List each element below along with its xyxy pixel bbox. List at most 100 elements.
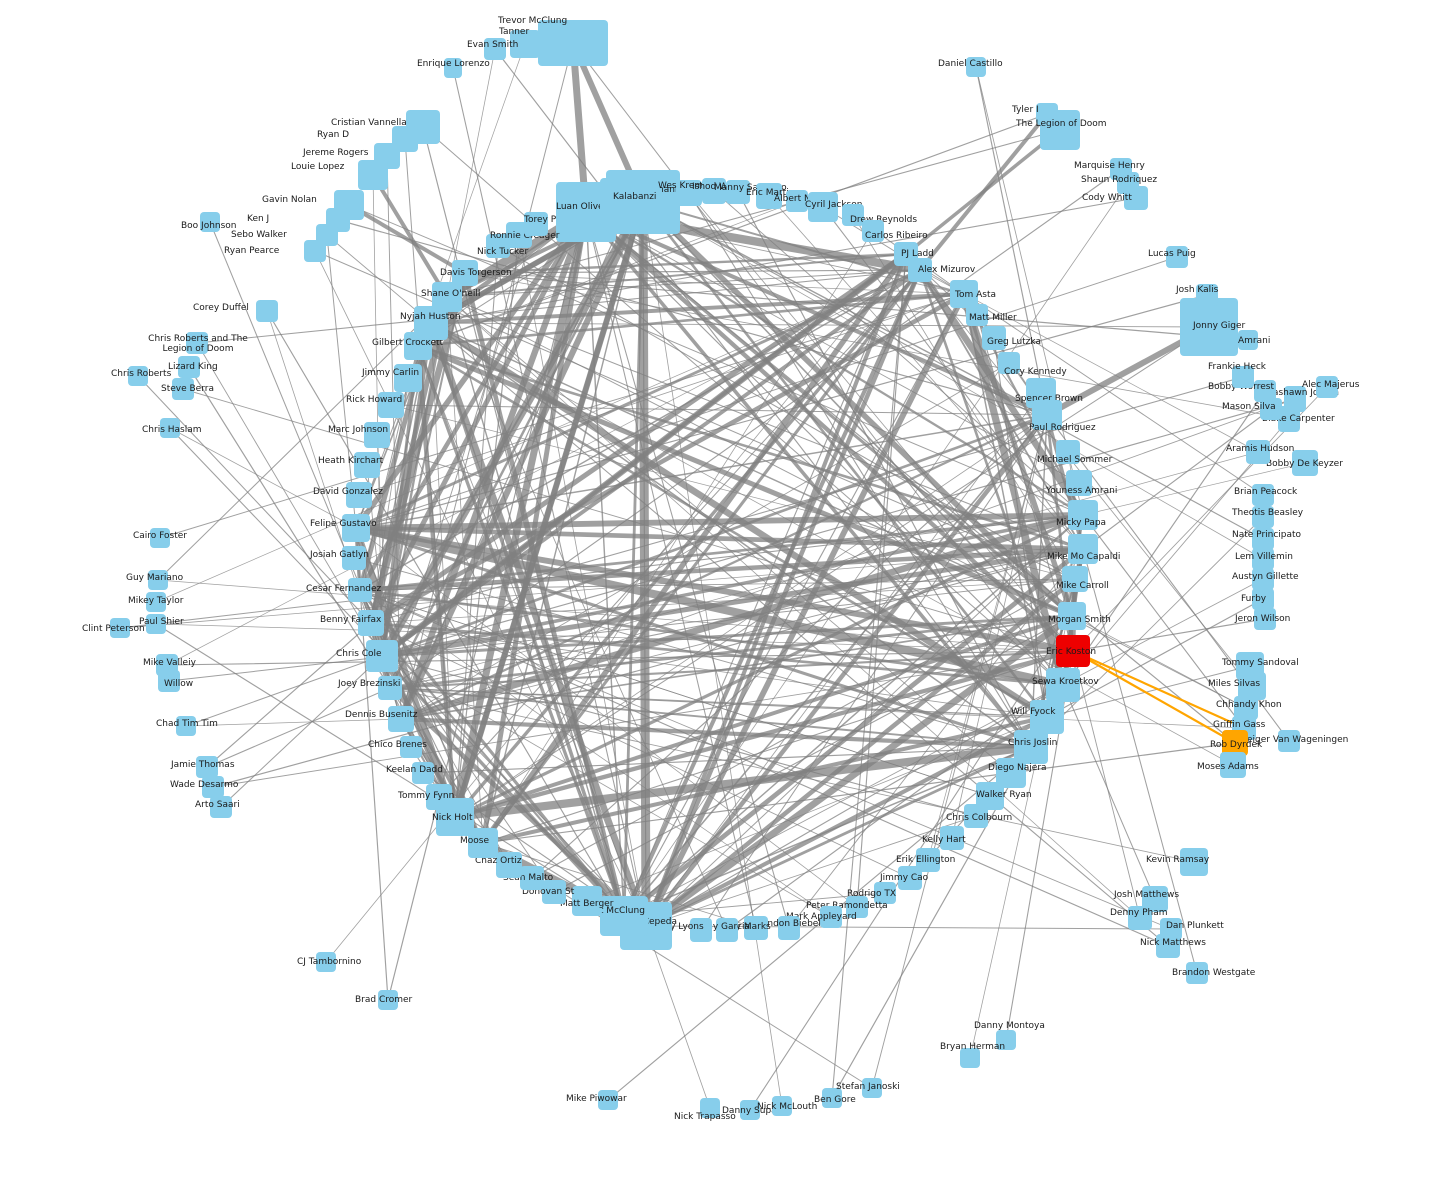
graph-node[interactable] (1058, 602, 1086, 630)
graph-node[interactable] (1220, 752, 1246, 778)
graph-node[interactable] (304, 240, 326, 262)
graph-node[interactable] (744, 916, 768, 940)
graph-node[interactable] (538, 20, 608, 66)
graph-node[interactable] (1254, 608, 1276, 630)
graph-node[interactable] (1196, 284, 1218, 306)
graph-node[interactable] (348, 578, 372, 602)
graph-node[interactable] (1252, 506, 1274, 528)
graph-node[interactable] (908, 258, 932, 282)
graph-node[interactable] (716, 918, 738, 942)
graph-node[interactable] (690, 918, 712, 942)
graph-node[interactable] (342, 514, 370, 542)
graph-node[interactable] (412, 762, 434, 784)
graph-node[interactable] (520, 866, 544, 890)
graph-node[interactable] (1068, 500, 1098, 530)
graph-node[interactable] (1156, 934, 1180, 958)
graph-node[interactable] (1252, 548, 1274, 570)
graph-node[interactable] (1232, 366, 1254, 388)
graph-node[interactable] (598, 1090, 618, 1110)
graph-node[interactable] (510, 30, 540, 58)
graph-node[interactable] (358, 160, 388, 190)
graph-node[interactable] (726, 180, 750, 204)
graph-node[interactable] (998, 352, 1020, 374)
graph-node[interactable] (1246, 440, 1270, 464)
graph-node[interactable] (1316, 376, 1338, 398)
graph-node[interactable] (898, 866, 922, 890)
graph-node[interactable] (146, 592, 166, 612)
graph-node[interactable] (354, 452, 380, 478)
graph-node[interactable] (426, 784, 452, 810)
graph-node[interactable] (346, 482, 372, 508)
graph-node[interactable] (1180, 848, 1208, 876)
graph-node[interactable] (1056, 635, 1090, 667)
graph-node[interactable] (1040, 110, 1080, 150)
graph-node[interactable] (484, 38, 506, 60)
graph-node[interactable] (960, 1048, 980, 1068)
graph-node[interactable] (862, 220, 884, 242)
graph-node[interactable] (128, 366, 148, 386)
graph-node[interactable] (186, 332, 208, 354)
graph-node[interactable] (358, 610, 384, 636)
graph-node[interactable] (160, 418, 180, 438)
graph-node[interactable] (1278, 406, 1300, 432)
graph-node[interactable] (964, 804, 988, 828)
graph-node[interactable] (394, 364, 422, 392)
graph-node[interactable] (808, 192, 838, 222)
graph-node[interactable] (996, 1030, 1016, 1050)
graph-node[interactable] (862, 1078, 882, 1098)
graph-node[interactable] (1252, 588, 1274, 610)
graph-node[interactable] (842, 204, 864, 226)
graph-node[interactable] (1238, 672, 1266, 700)
graph-node[interactable] (1124, 186, 1148, 210)
graph-node[interactable] (178, 356, 200, 378)
graph-node[interactable] (1128, 906, 1152, 930)
graph-node[interactable] (600, 178, 660, 228)
graph-node[interactable] (364, 422, 390, 448)
graph-node[interactable] (966, 57, 986, 77)
graph-node[interactable] (822, 1088, 842, 1108)
graph-node[interactable] (700, 1098, 720, 1118)
graph-node[interactable] (1046, 668, 1080, 702)
graph-node[interactable] (1186, 962, 1208, 984)
graph-node[interactable] (572, 886, 602, 916)
graph-node[interactable] (1180, 298, 1238, 356)
graph-node[interactable] (1238, 330, 1258, 350)
graph-node[interactable] (740, 1100, 760, 1120)
graph-node[interactable] (172, 378, 194, 400)
graph-node[interactable] (542, 880, 566, 904)
graph-node[interactable] (702, 178, 726, 204)
graph-node[interactable] (1166, 246, 1188, 268)
graph-node[interactable] (1292, 450, 1318, 476)
graph-node[interactable] (1278, 730, 1300, 752)
graph-node[interactable] (378, 990, 398, 1010)
graph-node[interactable] (966, 304, 988, 326)
graph-node[interactable] (1252, 568, 1274, 590)
graph-node[interactable] (940, 826, 964, 850)
graph-node[interactable] (452, 260, 478, 286)
graph-node[interactable] (316, 952, 336, 972)
graph-node[interactable] (756, 183, 782, 209)
graph-node[interactable] (1252, 484, 1274, 506)
graph-node[interactable] (600, 896, 648, 936)
graph-node[interactable] (148, 570, 168, 590)
graph-node[interactable] (1056, 440, 1080, 464)
graph-node[interactable] (1066, 470, 1092, 496)
graph-node[interactable] (1030, 700, 1064, 734)
graph-node[interactable] (1252, 528, 1274, 550)
graph-node[interactable] (196, 756, 218, 778)
graph-node[interactable] (342, 546, 366, 570)
graph-node[interactable] (256, 300, 278, 322)
graph-node[interactable] (388, 706, 414, 732)
graph-node[interactable] (676, 180, 702, 206)
graph-node[interactable] (846, 896, 868, 918)
graph-node[interactable] (176, 716, 196, 736)
graph-node[interactable] (432, 282, 462, 312)
graph-node[interactable] (950, 280, 978, 308)
graph-node[interactable] (1068, 534, 1098, 564)
graph-node[interactable] (158, 670, 180, 692)
graph-node[interactable] (1260, 398, 1282, 420)
graph-node[interactable] (1062, 566, 1088, 592)
graph-node[interactable] (150, 528, 170, 548)
graph-node[interactable] (400, 736, 422, 758)
graph-node[interactable] (200, 212, 220, 232)
